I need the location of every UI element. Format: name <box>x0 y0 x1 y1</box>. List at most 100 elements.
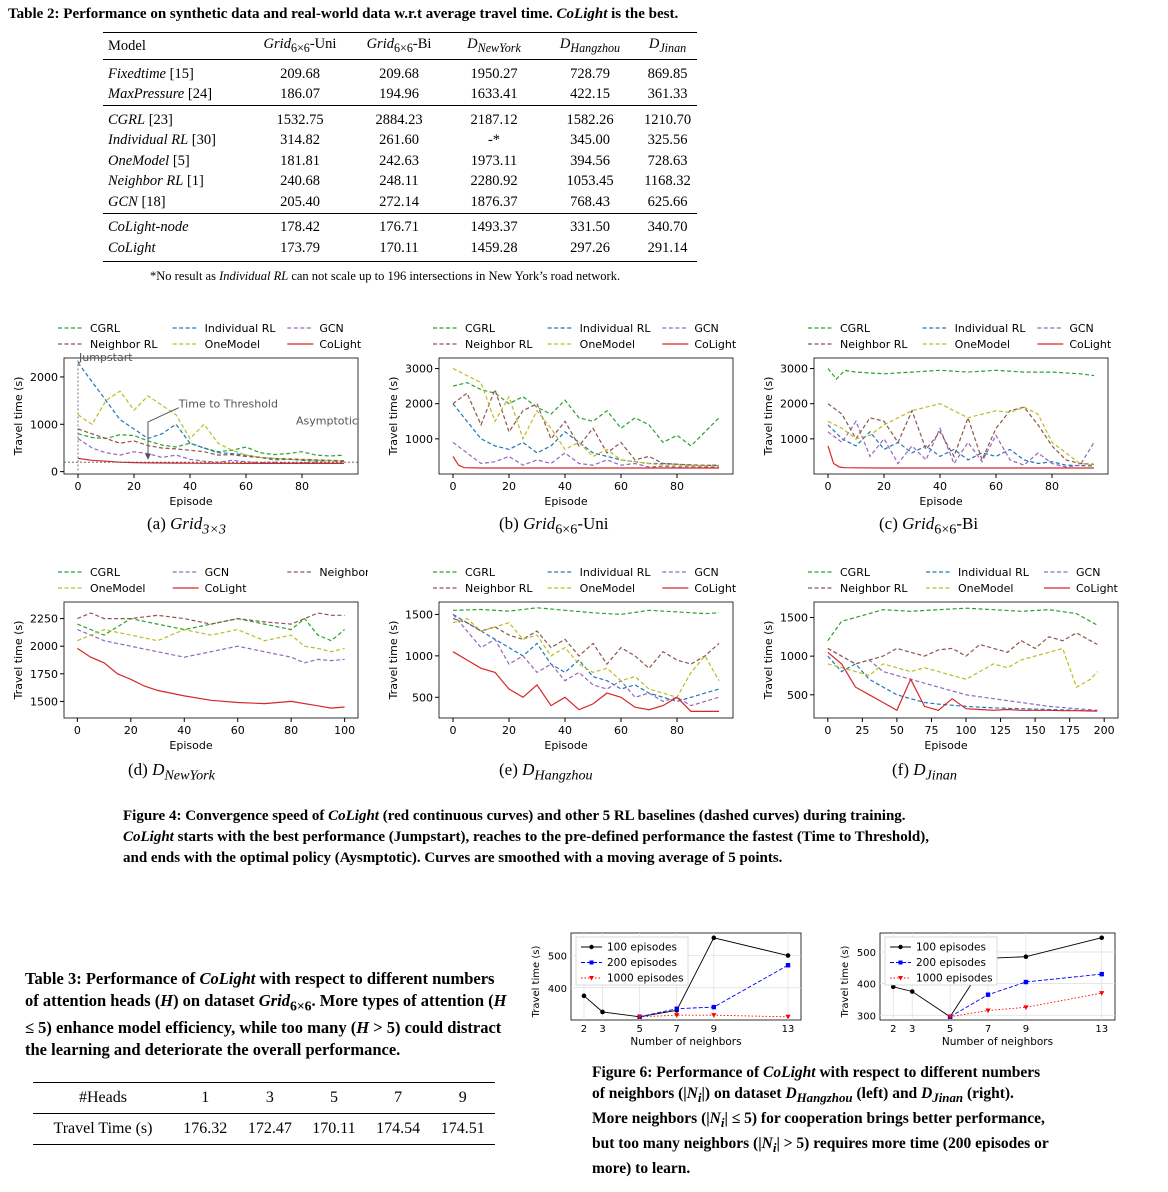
legend-label: GCN <box>1076 566 1100 579</box>
value-cell: 345.00 <box>570 132 610 149</box>
x-tick-label: 25 <box>855 724 869 737</box>
x-tick-label: 80 <box>670 480 684 493</box>
y-axis-label: Travel time (s) <box>12 621 25 701</box>
series-line <box>950 992 1102 1018</box>
value-cell: 1210.70 <box>638 105 697 131</box>
series-onemodel <box>77 628 345 653</box>
value-cell: 1168.32 <box>644 173 691 190</box>
data-point <box>1023 1005 1029 1010</box>
legend-marker <box>589 960 594 965</box>
time-label: Travel Time (s) <box>33 1113 173 1145</box>
data-point <box>711 1004 717 1010</box>
legend-label: CGRL <box>465 566 496 579</box>
x-tick-label: 75 <box>924 724 938 737</box>
annotation-jumpstart: Jumpstart <box>78 351 133 364</box>
legend-label: OneModel <box>580 582 635 595</box>
x-tick-label: 5 <box>636 1024 642 1035</box>
plot-frame <box>63 601 359 719</box>
y-axis-label: Travel time (s) <box>531 946 542 1019</box>
y-tick-label: 1000 <box>780 650 808 663</box>
x-tick-label: 40 <box>558 480 572 493</box>
model-name: CoLight <box>103 238 248 262</box>
series-cgrl <box>77 433 345 457</box>
value-cell: 1582.26 <box>542 105 638 131</box>
x-tick-label: 13 <box>782 1024 795 1035</box>
figure4-caption: Figure 4: Convergence speed of CoLight (… <box>123 808 930 866</box>
table-header-row: Model Grid6×6-Uni Grid6×6-Bi DNewYork DH… <box>103 32 697 60</box>
col-grid-uni: Grid6×6-Uni <box>248 32 352 60</box>
legend-label: Individual RL <box>205 322 277 335</box>
data-point <box>637 1014 643 1020</box>
threshold-arrow <box>147 407 180 423</box>
y-tick-label: 1000 <box>405 433 433 446</box>
chart-grid6x6-uni: CGRL Individual RL GCN Neighbor RL OneModel C… <box>387 322 737 508</box>
value-cell: 340.70 <box>638 212 697 238</box>
x-tick-label: 7 <box>674 1024 680 1035</box>
table-row: Neighbor RL [1] 240.68 248.11 2280.92 1053.4… <box>103 172 697 193</box>
value-cell: 291.14 <box>638 238 697 262</box>
value-cell: 178.42 <box>248 212 352 238</box>
series-neighbor-rl <box>827 403 1095 465</box>
table2-footnote: *No result as Individual RL can not scal… <box>150 269 621 283</box>
legend-label: CoLight <box>1069 338 1112 351</box>
series-line <box>639 1014 789 1018</box>
x-tick-label: 200 <box>1094 724 1115 737</box>
legend-label: GCN <box>319 322 343 335</box>
value-cell: 1633.41 <box>470 86 518 103</box>
legend-label: Neighbor RL <box>840 338 908 351</box>
legend-label: CoLight <box>694 338 737 351</box>
legend-label: GCN <box>694 322 718 335</box>
subcaption-b: (b) Grid6×6-Uni <box>499 514 609 538</box>
x-axis-label: Episode <box>169 739 212 752</box>
value-cell: 2884.23 <box>352 105 446 131</box>
value-cell: 170.11 <box>352 238 446 262</box>
col-hangzhou: DHangzhou <box>542 32 638 60</box>
value-cell: 768.43 <box>570 193 610 210</box>
value-cell: 181.81 <box>280 152 320 169</box>
value-cell: 331.50 <box>542 212 638 238</box>
col-jinan: DJinan <box>638 32 697 60</box>
series-gcn <box>77 629 345 664</box>
x-tick-label: 3 <box>599 1024 605 1035</box>
plot-frame <box>438 357 734 475</box>
x-tick-label: 20 <box>502 480 516 493</box>
legend-label: CGRL <box>840 322 871 335</box>
y-axis-label: Travel time (s) <box>387 377 400 457</box>
series-gcn <box>827 420 1095 468</box>
x-tick-label: 60 <box>614 480 628 493</box>
chart-newyork: CGRL GCN Neighbor RL OneModel CoLight Travel … <box>12 566 368 752</box>
y-tick-label: 2000 <box>30 371 58 384</box>
y-tick-label: 300 <box>857 1011 876 1022</box>
legend-label: CoLight <box>319 338 362 351</box>
x-tick-label: 9 <box>1023 1024 1029 1035</box>
x-tick-label: 100 <box>956 724 977 737</box>
x-tick-label: 0 <box>74 724 81 737</box>
table3: #Heads 1 3 5 7 9 Travel Time (s) 176.32 … <box>33 1082 495 1145</box>
x-tick-label: 20 <box>502 724 516 737</box>
series-gcn <box>77 438 345 464</box>
data-point <box>1023 979 1029 985</box>
value-cell: 176.71 <box>352 212 446 238</box>
heads-cell: 9 <box>430 1082 495 1114</box>
table-row: Travel Time (s) 176.32 172.47 170.11 174… <box>33 1113 495 1145</box>
series-line <box>583 937 789 1018</box>
subcaption-f: (f) DJinan <box>892 760 957 784</box>
x-tick-label: 80 <box>284 724 298 737</box>
value-cell: 205.40 <box>280 193 320 210</box>
heads-label: #Heads <box>33 1082 173 1114</box>
legend-label: OneModel <box>90 582 145 595</box>
figure6-caption: Figure 6: Performance of CoLight with re… <box>592 1064 1049 1178</box>
legend-label: Individual RL <box>580 566 652 579</box>
data-point <box>785 1014 791 1020</box>
data-point <box>785 963 791 968</box>
series-colight <box>77 647 345 709</box>
x-tick-label: 5 <box>947 1024 953 1035</box>
x-axis-label: Episode <box>544 495 587 508</box>
series-onemodel <box>827 647 1098 688</box>
y-tick-label: 400 <box>857 980 876 991</box>
table2-caption: Table 2: Performance on synthetic data a… <box>8 6 678 23</box>
model-name: Neighbor RL [1] <box>108 173 204 190</box>
x-tick-label: 7 <box>985 1024 991 1035</box>
legend-label: CoLight <box>205 582 248 595</box>
table3-caption: Table 3: Performance of CoLight with res… <box>25 969 507 1060</box>
